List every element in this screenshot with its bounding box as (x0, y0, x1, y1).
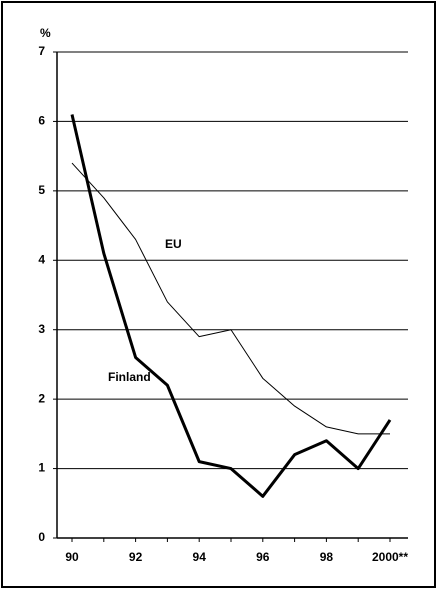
x-tick-label: 90 (65, 550, 79, 564)
x-tick-label: 92 (129, 550, 143, 564)
y-tick-label: 1 (38, 461, 45, 475)
x-tick-label: 98 (320, 550, 334, 564)
y-tick-label: 5 (38, 183, 45, 197)
series-label: EU (165, 237, 182, 251)
y-tick-label: 3 (38, 322, 45, 336)
x-tick-label: 94 (193, 550, 207, 564)
series-label: Finland (108, 370, 151, 384)
x-tick-label: 2000** (372, 550, 408, 564)
series-line (70, 114, 392, 498)
y-tick-label: 7 (38, 44, 45, 58)
x-tick-label: 96 (256, 550, 270, 564)
y-tick-label: 0 (38, 530, 45, 544)
y-tick-label: 2 (38, 391, 45, 405)
series-line (71, 162, 390, 435)
y-tick-label: 4 (38, 252, 45, 266)
y-axis-label: % (40, 26, 51, 40)
y-tick-label: 6 (38, 114, 45, 128)
